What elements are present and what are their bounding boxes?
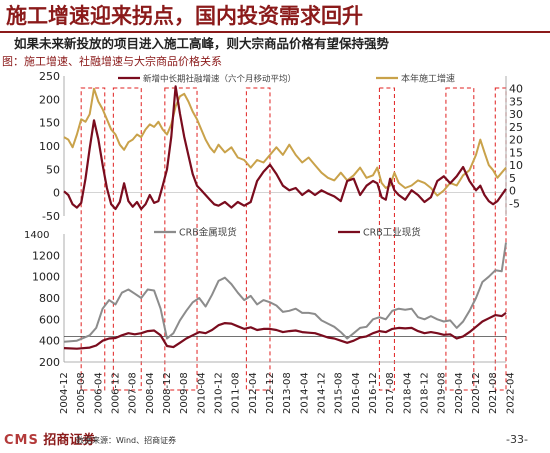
highlight-box-5 — [378, 87, 395, 391]
upper-right-tick-label: 10 — [509, 159, 523, 172]
x-tick-label: 2020-12 — [471, 372, 482, 414]
x-tick-label: 2006-12 — [110, 372, 121, 414]
highlight-periods — [80, 87, 507, 391]
legend-construction-growth-label: 本年施工增速 — [401, 73, 455, 85]
x-tick-label: 2005-08 — [76, 372, 87, 414]
highlight-box-1 — [80, 87, 106, 391]
x-tick-label: 2018-12 — [419, 372, 430, 414]
x-tick-label: 2010-12 — [213, 372, 224, 414]
upper-right-tick-label: 15 — [509, 146, 523, 159]
legend-crb-metals-label: CRB金属现货 — [179, 227, 237, 239]
upper-left-tick-label: 100 — [39, 140, 60, 153]
series-line-construction-growth — [63, 87, 507, 197]
x-tick-label: 2021-08 — [488, 372, 499, 414]
x-tick-label: 2016-04 — [351, 372, 362, 414]
title-divider — [0, 31, 550, 33]
x-tick-label: 2020-04 — [454, 372, 465, 414]
highlight-box-7 — [494, 87, 507, 391]
x-tick-label: 2012-12 — [265, 372, 276, 414]
upper-left-tick-label: 150 — [39, 117, 60, 130]
upper-left-tick-label: -50 — [42, 210, 60, 223]
x-tick-label: 2013-08 — [282, 372, 293, 414]
lower-left-tick-label: 400 — [39, 335, 60, 348]
x-tick-label: 2014-04 — [299, 372, 310, 414]
x-tick-label: 2008-04 — [145, 372, 156, 414]
chart-legend: 新增中长期社融增速（六个月移动平均） 本年施工增速 CRB金属现货 CRB工业现货 — [118, 73, 455, 239]
brand-logo-name: 招商证券 — [43, 433, 96, 448]
upper-left-tick-label: 250 — [39, 70, 60, 83]
data-source: 数据来源：Wind、招商证券 — [76, 436, 177, 445]
chart-axes: -50050100150200250-505101520253035402004… — [24, 70, 523, 369]
x-tick-label: 2011-08 — [231, 372, 242, 414]
x-tick-label: 2016-12 — [368, 372, 379, 414]
chart-series — [63, 85, 507, 350]
legend-social-financing-label: 新增中长期社融增速（六个月移动平均） — [143, 74, 296, 85]
upper-right-tick-label: 25 — [509, 121, 523, 134]
series-line-crb-metals — [63, 242, 507, 343]
x-tick-label: 2014-12 — [316, 372, 327, 414]
highlight-box-3 — [164, 87, 198, 391]
upper-right-tick-label: 5 — [509, 172, 516, 185]
upper-left-tick-label: 200 — [39, 93, 60, 106]
series-line-social-financing — [63, 85, 507, 211]
slide-subtitle: 如果未来新投放的项目进入施工高峰，则大宗商品价格有望保持强势 — [14, 36, 390, 51]
upper-right-tick-label: 40 — [509, 83, 523, 96]
x-tick-label: 2019-08 — [437, 372, 448, 414]
brand-logo: CMS 招商证券 — [4, 432, 95, 450]
highlight-box-2 — [112, 87, 142, 391]
x-tick-label: 2006-04 — [93, 372, 104, 414]
x-tick-label: 2009-08 — [179, 372, 190, 414]
x-tick-label: 2007-08 — [128, 372, 139, 414]
upper-right-tick-label: 20 — [509, 134, 523, 147]
page-number: -33- — [506, 433, 528, 446]
upper-right-tick-label: 0 — [509, 185, 516, 198]
figure-caption: 图：施工增速、社融增速与大宗商品价格关系 — [2, 55, 222, 68]
x-tick-label: 2015-08 — [334, 372, 345, 414]
lower-left-tick-label: 800 — [39, 292, 60, 305]
upper-right-tick-label: 35 — [509, 95, 523, 108]
x-tick-label: 2004-12 — [59, 372, 70, 414]
slide-title: 施工增速迎来拐点，国内投资需求回升 — [6, 3, 363, 28]
legend-crb-industrial-label: CRB工业现货 — [363, 227, 421, 239]
upper-right-tick-label: 30 — [509, 108, 523, 121]
lower-left-tick-label: 600 — [39, 313, 60, 326]
x-tick-label: 2010-04 — [196, 372, 207, 414]
highlight-box-4 — [245, 87, 271, 391]
highlight-box-6 — [445, 87, 475, 391]
lower-left-tick-label: 1200 — [32, 249, 60, 262]
x-tick-label: 2022-04 — [505, 372, 516, 414]
x-tick-label: 2017-08 — [385, 372, 396, 414]
lower-top-tick-label: 1400 — [24, 230, 49, 241]
x-tick-label: 2018-04 — [402, 372, 413, 414]
lower-left-tick-label: 1000 — [32, 271, 60, 284]
x-tick-label: 2008-12 — [162, 372, 173, 414]
lower-left-tick-label: 200 — [39, 356, 60, 369]
upper-left-tick-label: 0 — [53, 187, 60, 200]
x-axis-tick-labels: 2004-12 2005-08 2006-04 2006-12 2007-08 2008-… — [59, 372, 516, 414]
upper-left-tick-label: 50 — [46, 163, 60, 176]
upper-right-tick-label: -5 — [509, 197, 520, 210]
brand-logo-mark: CMS — [4, 433, 39, 448]
series-line-crb-industrial — [63, 312, 507, 350]
x-tick-label: 2012-04 — [248, 372, 259, 414]
chart-canvas: -50050100150200250-505101520253035402004… — [24, 70, 523, 414]
